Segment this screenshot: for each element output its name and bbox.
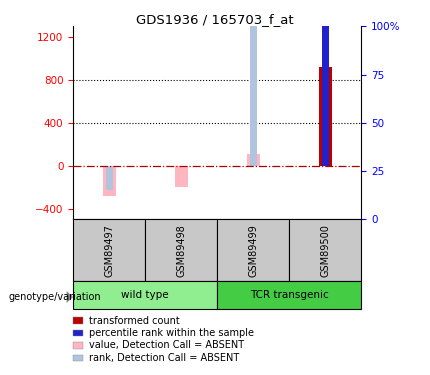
Bar (319, 67, 332, 166)
Bar (217, 281, 361, 309)
Bar (175, 166, 187, 187)
Text: genotype/variation: genotype/variation (9, 292, 101, 302)
Bar (145, 219, 217, 281)
Text: percentile rank within the sample: percentile rank within the sample (89, 328, 254, 338)
Bar (103, 166, 116, 196)
Text: value, Detection Call = ABSENT: value, Detection Call = ABSENT (89, 340, 244, 350)
Bar (73, 281, 217, 309)
Bar (247, 154, 260, 166)
Text: GSM89500: GSM89500 (320, 224, 330, 277)
Text: GSM89497: GSM89497 (104, 224, 114, 277)
Text: GSM89498: GSM89498 (176, 224, 186, 277)
Text: rank, Detection Call = ABSENT: rank, Detection Call = ABSENT (89, 353, 239, 363)
Bar (249, 0, 257, 166)
Text: wild type: wild type (121, 290, 169, 300)
Polygon shape (67, 291, 73, 303)
Bar (105, 166, 113, 190)
Bar (73, 219, 145, 281)
Bar (217, 219, 289, 281)
Bar (322, 0, 329, 166)
Text: GSM89499: GSM89499 (248, 224, 258, 277)
Bar (289, 219, 361, 281)
Text: transformed count: transformed count (89, 316, 180, 326)
Text: TCR transgenic: TCR transgenic (250, 290, 329, 300)
Text: GDS1936 / 165703_f_at: GDS1936 / 165703_f_at (136, 13, 294, 26)
